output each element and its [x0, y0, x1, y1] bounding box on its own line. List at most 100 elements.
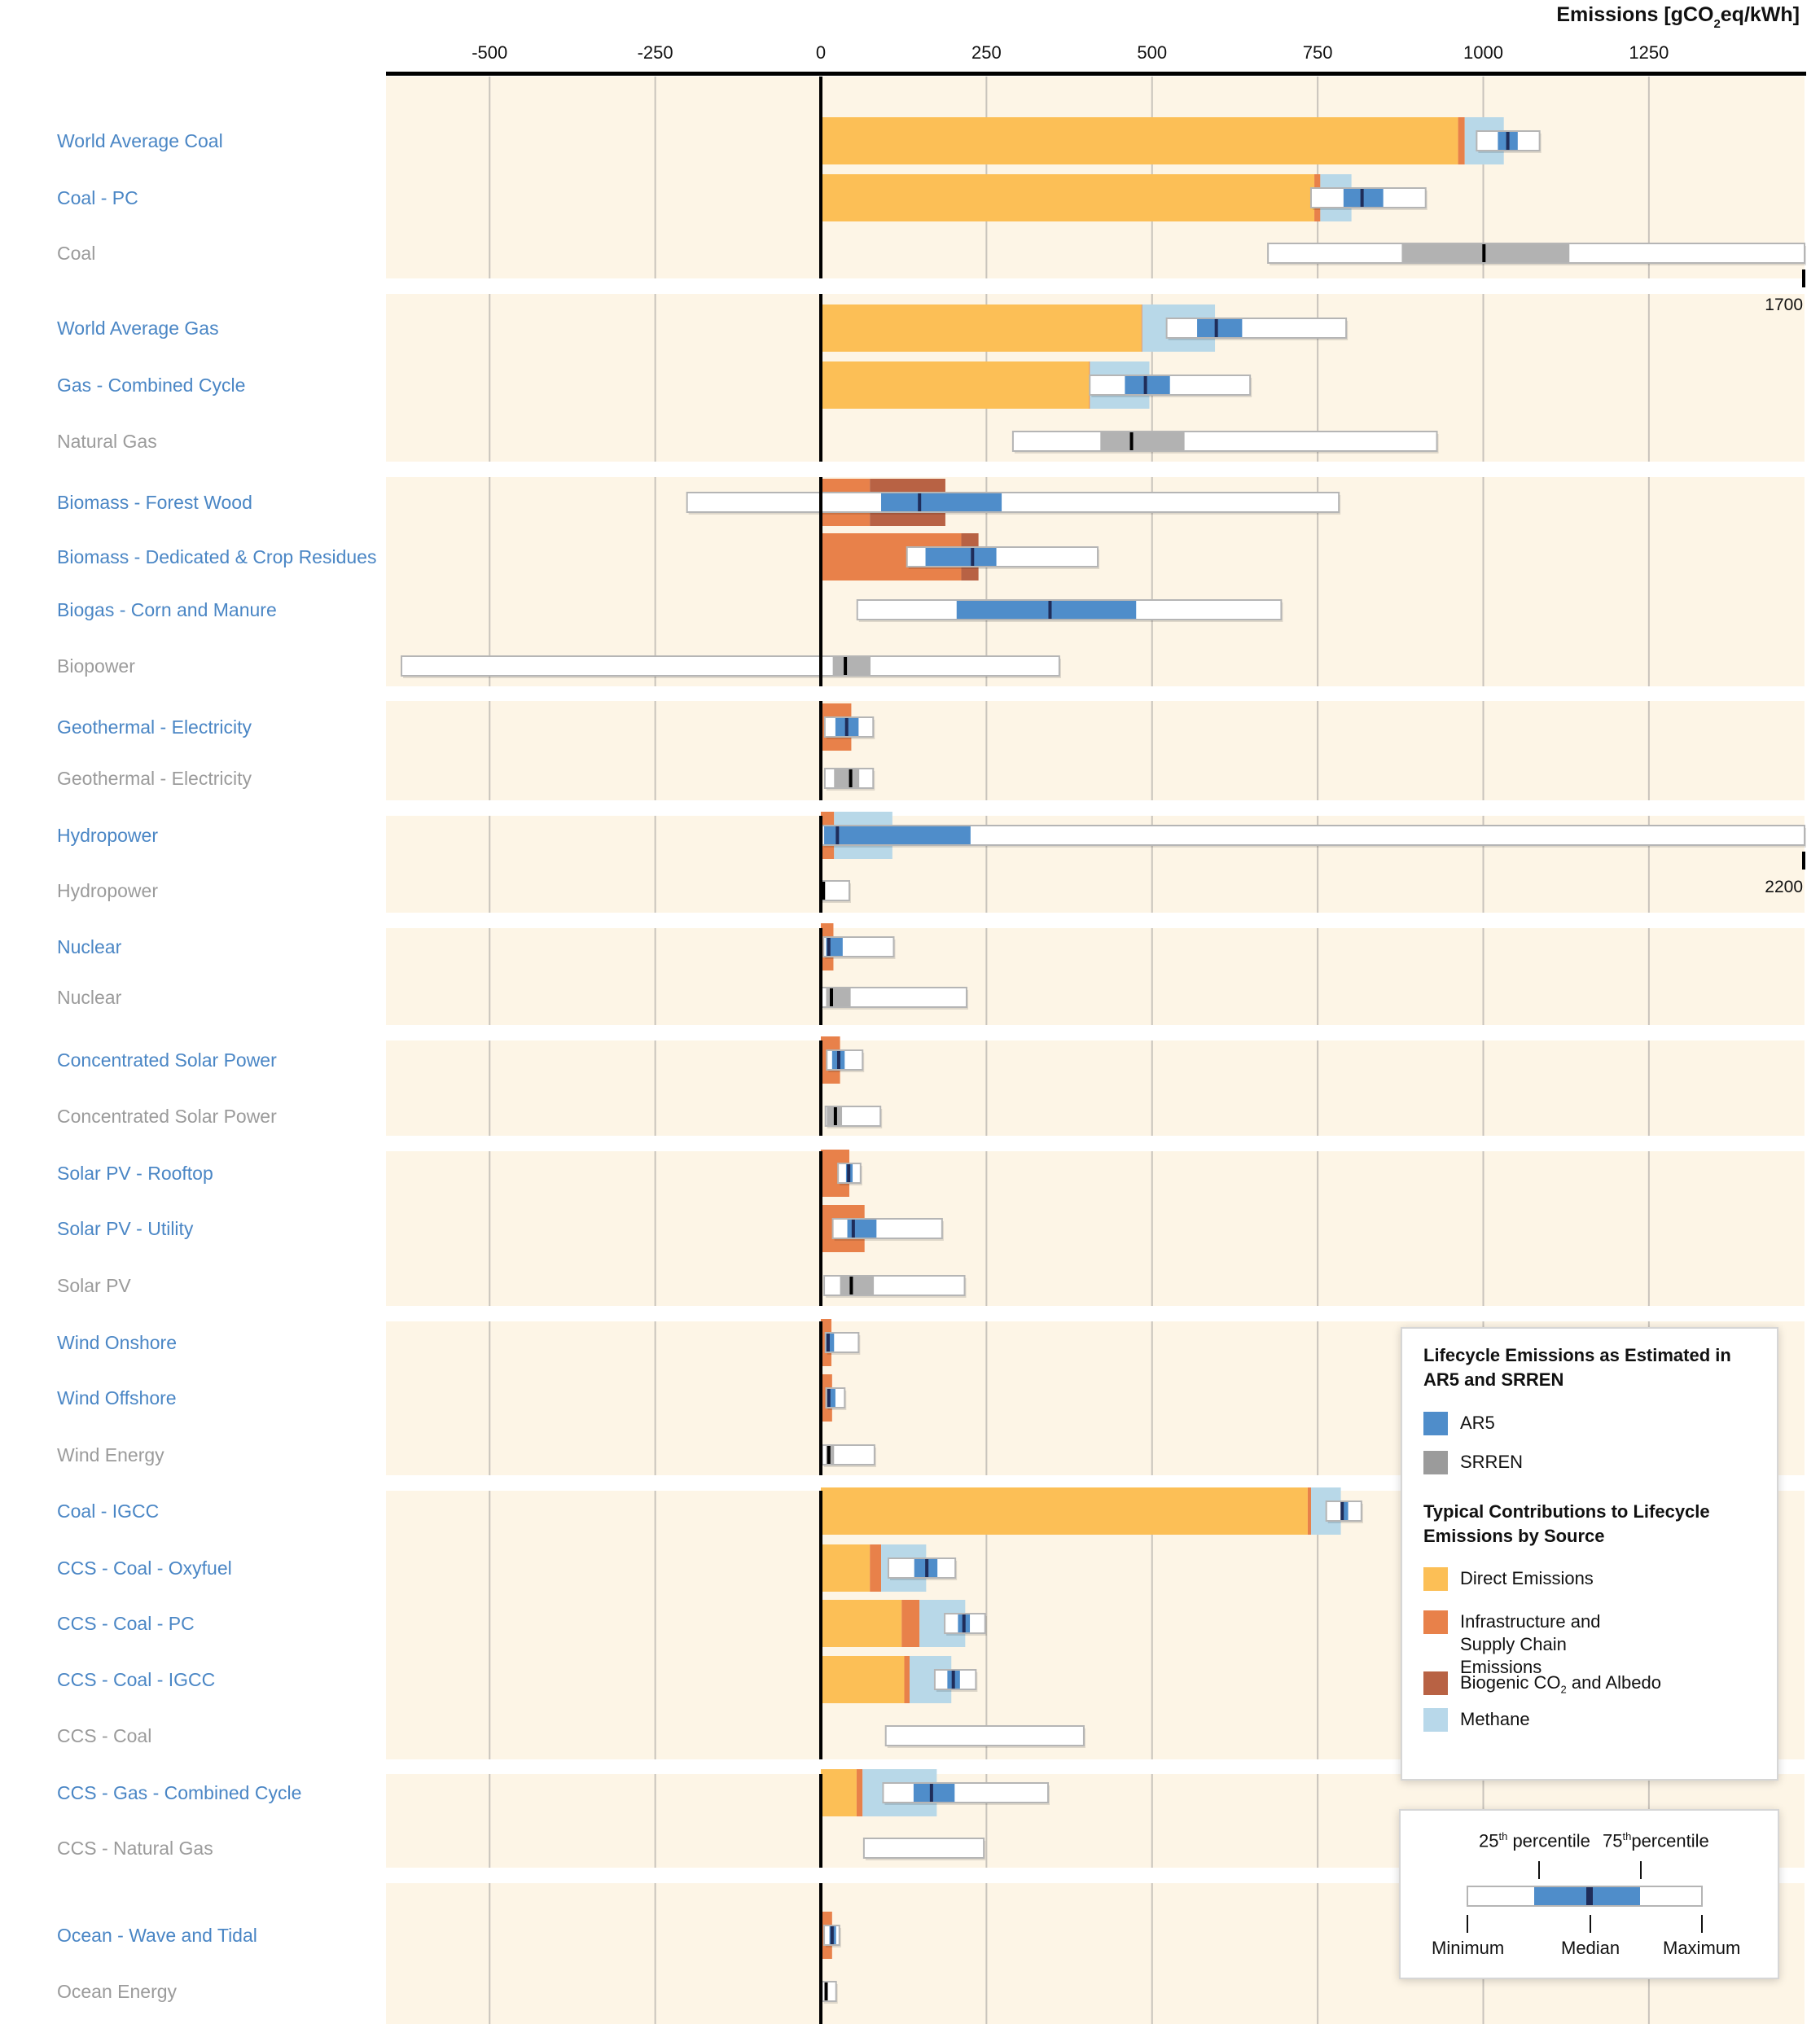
box-range — [820, 880, 850, 901]
x-tick-label: 1000 — [1463, 42, 1503, 63]
category-label: CCS - Gas - Combined Cycle — [57, 1782, 301, 1803]
box-median — [1214, 319, 1218, 337]
legend-title-contributions: Typical Contributions to Lifecycle Emiss… — [1423, 1501, 1710, 1546]
legend-item-methane: Methane — [1423, 1708, 1737, 1733]
box-range — [1165, 318, 1348, 339]
zero-line — [819, 77, 822, 278]
group-band — [386, 1040, 1805, 1136]
bar-direct — [821, 1600, 902, 1647]
bar-direct — [821, 117, 1458, 164]
box-median — [849, 1277, 853, 1295]
max-label: Maximum — [1663, 1938, 1741, 1958]
box-median — [1482, 244, 1486, 262]
box-range — [401, 655, 1060, 677]
box-median — [1048, 601, 1052, 619]
box-median — [833, 1107, 837, 1125]
box-median — [951, 1671, 955, 1689]
zero-line — [819, 1491, 822, 1759]
overflow-label: 1700 — [1765, 296, 1803, 314]
zero-line — [819, 1774, 822, 1868]
category-label: Nuclear — [57, 936, 122, 957]
median-label: Median — [1561, 1938, 1620, 1958]
box-range — [821, 1981, 837, 2002]
bar-direct — [821, 1487, 1308, 1535]
category-label: CCS - Coal - PC — [57, 1613, 195, 1634]
box-median — [836, 1051, 840, 1069]
box-median — [847, 1164, 851, 1182]
legend-swatch-infrastructure — [1423, 1610, 1448, 1634]
category-label: Hydropower — [57, 880, 158, 901]
x-axis: Emissions [gCO2eq/kWh] -500 -250 0 250 500 75… — [386, 3, 1806, 76]
box-median — [962, 1614, 966, 1632]
box-median — [1340, 1502, 1344, 1520]
bar-direct — [821, 304, 1142, 352]
box-iqr — [925, 548, 997, 566]
box-median — [1143, 376, 1147, 394]
legend-swatch-ar5 — [1423, 1412, 1448, 1435]
bar-infrastructure — [904, 1656, 910, 1703]
box-median — [822, 882, 826, 900]
x-tick-label: 250 — [971, 42, 1002, 63]
box-median — [835, 826, 840, 844]
legend-item-biogenic: Biogenic CO2 and Albedo — [1423, 1671, 1737, 1696]
category-label: Solar PV — [57, 1275, 131, 1296]
x-tick-label: 750 — [1303, 42, 1333, 63]
bar-direct — [821, 1656, 905, 1703]
box-median — [824, 1982, 828, 2000]
x-axis-line — [386, 72, 1806, 76]
box-range — [884, 1725, 1085, 1746]
category-label: Biopower — [57, 655, 135, 677]
box-range — [1011, 431, 1438, 452]
legend-swatch-direct — [1423, 1567, 1448, 1591]
zero-line — [819, 1151, 822, 1306]
box-iqr — [1100, 432, 1185, 450]
zero-line — [819, 816, 822, 913]
box-iqr — [824, 826, 971, 844]
box-iqr — [832, 657, 871, 675]
box-iqr — [956, 601, 1137, 619]
key-box-median — [1586, 1887, 1593, 1905]
box-range — [862, 1838, 985, 1859]
min-label: Minimum — [1432, 1938, 1505, 1958]
overflow-marker — [1802, 852, 1805, 870]
legend-item-srren: SRREN — [1423, 1451, 1737, 1475]
legend-item-direct: Direct Emissions — [1423, 1567, 1737, 1592]
bar-direct — [821, 174, 1315, 221]
box-median — [1360, 189, 1364, 207]
category-label: Coal — [57, 243, 95, 264]
bar-infrastructure — [856, 1769, 863, 1816]
box-iqr — [1197, 319, 1243, 337]
category-label: World Average Coal — [57, 130, 223, 151]
zero-line — [819, 928, 822, 1025]
boxplot-key: 25th percentile 75thpercentile Minimum M… — [1399, 1809, 1779, 1979]
group-band — [386, 1151, 1805, 1306]
box-median — [1506, 132, 1510, 150]
bar-direct — [821, 1769, 857, 1816]
category-label: CCS - Coal — [57, 1725, 151, 1746]
category-label: Biomass - Forest Wood — [57, 492, 252, 513]
x-tick-label: -250 — [638, 42, 673, 63]
zero-line — [819, 477, 822, 686]
box-median — [827, 938, 831, 956]
bar-direct — [821, 1544, 871, 1592]
box-median — [830, 1926, 834, 1944]
bar-infrastructure — [1458, 117, 1465, 164]
group-band — [386, 928, 1805, 1025]
box-iqr — [881, 493, 1002, 511]
legend-swatch-srren — [1423, 1451, 1448, 1474]
box-iqr — [840, 1277, 875, 1295]
zero-line — [819, 294, 822, 462]
bar-direct — [821, 361, 1090, 409]
box-median — [827, 1389, 831, 1407]
box-median — [1129, 432, 1134, 450]
x-tick-label: -500 — [471, 42, 507, 63]
box-median — [844, 718, 849, 736]
zero-line — [819, 1883, 822, 2024]
legend: Lifecycle Emissions as Estimated in AR5 … — [1401, 1327, 1778, 1781]
boxplot-key-diagram — [1467, 1861, 1703, 1933]
category-label: Solar PV - Rooftop — [57, 1163, 213, 1184]
category-label: World Average Gas — [57, 318, 219, 339]
zero-line — [819, 1321, 822, 1475]
legend-item-ar5: AR5 — [1423, 1412, 1737, 1436]
category-label: Nuclear — [57, 987, 122, 1008]
